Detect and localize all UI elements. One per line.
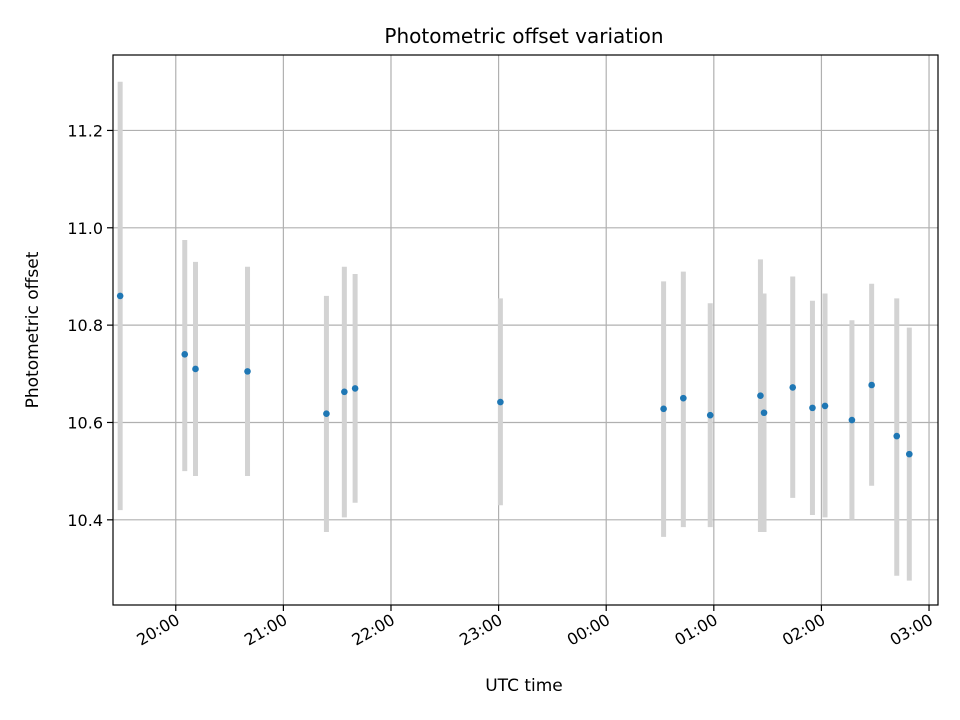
grid bbox=[113, 55, 938, 605]
data-point bbox=[821, 402, 829, 410]
y-tick-label: 11.0 bbox=[67, 219, 103, 238]
data-point bbox=[680, 394, 687, 402]
data-points bbox=[116, 292, 913, 458]
data-point bbox=[244, 368, 251, 375]
y-tick-label: 10.8 bbox=[67, 316, 103, 335]
data-point bbox=[757, 392, 764, 400]
data-point bbox=[893, 432, 901, 440]
data-point bbox=[789, 384, 797, 391]
data-point bbox=[809, 404, 816, 412]
data-point bbox=[192, 365, 199, 373]
y-tick-label: 11.2 bbox=[67, 121, 103, 140]
chart-title: Photometric offset variation bbox=[384, 24, 663, 48]
y-tick-label: 10.6 bbox=[67, 413, 103, 432]
data-point bbox=[341, 388, 348, 396]
y-tick-label: 10.4 bbox=[67, 511, 103, 530]
data-point bbox=[868, 381, 875, 389]
data-point bbox=[848, 416, 856, 424]
data-point bbox=[706, 411, 714, 419]
data-point bbox=[660, 405, 667, 413]
data-point bbox=[906, 450, 913, 458]
data-point bbox=[116, 292, 124, 300]
data-point bbox=[181, 351, 189, 358]
data-point bbox=[351, 385, 359, 392]
data-point bbox=[323, 410, 330, 418]
y-axis-label: Photometric offset bbox=[23, 251, 43, 408]
plot-frame bbox=[112, 54, 939, 606]
y-ticks: 10.4 10.6 10.8 11.0 11.2 bbox=[67, 121, 113, 530]
data-point bbox=[760, 409, 768, 417]
data-point bbox=[497, 398, 504, 406]
x-axis-label: UTC time bbox=[485, 676, 563, 696]
